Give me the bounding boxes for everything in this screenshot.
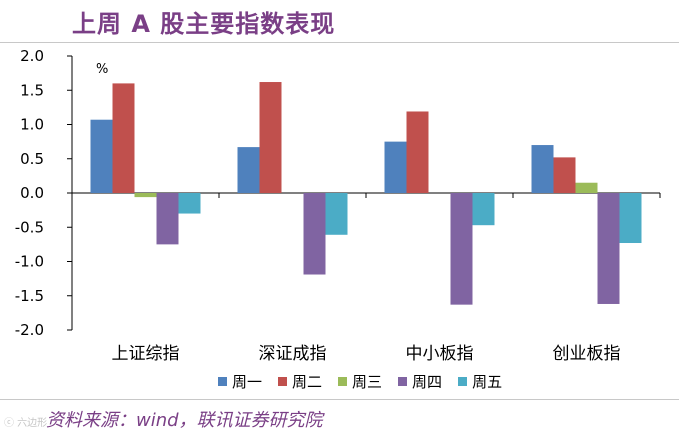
bar-chart: 2.0 1.5 1.0 0.5 0.0 -0.5 -1.0 -1.5 -2.0% 上证综指 深证成指…	[15, 47, 661, 364]
legend-swatch	[218, 377, 227, 386]
y-tick-label: 0.5	[20, 150, 44, 168]
legend-swatch	[278, 377, 288, 386]
bar-周二-创业板指	[553, 157, 576, 193]
y-tick-label: 1.5	[20, 81, 44, 99]
legend-item: 周五	[458, 371, 502, 392]
legend-swatch	[458, 377, 468, 386]
legend-label: 周五	[472, 373, 503, 391]
chart-title: 上周 A 股主要指数表现	[72, 10, 336, 38]
bottom-divider	[0, 399, 679, 400]
chart-bars	[90, 82, 642, 305]
bar-周三-上证综指	[134, 193, 157, 198]
bar-周四-上证综指	[156, 193, 179, 245]
x-category-label: 创业板指	[553, 344, 621, 364]
x-category-label: 中小板指	[406, 344, 474, 364]
bar-周二-中小板指	[406, 111, 429, 193]
legend-label: 周一	[232, 373, 263, 391]
bar-周一-深证成指	[237, 147, 260, 193]
y-tick-label: 0.0	[20, 184, 44, 202]
y-tick-label: -1.5	[15, 287, 44, 305]
bar-周三-创业板指	[575, 182, 598, 193]
legend-swatch	[398, 377, 408, 386]
chart-labels: 2.0 1.5 1.0 0.5 0.0 -0.5 -1.0 -1.5 -2.0% 上证综指 深证成指…	[15, 47, 621, 364]
y-tick-label: -2.0	[15, 321, 44, 339]
bar-周四-创业板指	[597, 193, 620, 304]
y-tick-label: 2.0	[20, 47, 44, 65]
legend-item: 周一	[218, 371, 262, 392]
bar-周二-上证综指	[112, 83, 135, 193]
watermark-logo: ⓒ 六边形	[4, 418, 48, 429]
chart-legend: 周一 周二 周三 周四 周五	[218, 371, 518, 392]
y-unit-label: %	[96, 62, 108, 77]
bar-周五-深证成指	[325, 193, 348, 235]
legend-label: 周四	[412, 373, 443, 391]
bar-周四-中小板指	[450, 193, 473, 305]
y-tick-label: -1.0	[15, 253, 44, 271]
legend-item: 周四	[398, 371, 442, 392]
bar-周五-上证综指	[178, 193, 201, 214]
legend-swatch	[338, 377, 348, 386]
legend-label: 周三	[352, 373, 383, 391]
legend-item: 周二	[278, 371, 322, 392]
x-category-label: 深证成指	[259, 344, 327, 364]
x-category-label: 上证综指	[112, 344, 180, 364]
y-tick-label: -0.5	[15, 218, 44, 236]
bar-周一-创业板指	[531, 145, 554, 193]
bar-周二-深证成指	[259, 82, 282, 193]
bar-周一-上证综指	[90, 119, 113, 193]
legend-item: 周三	[338, 371, 382, 392]
bar-周四-深证成指	[303, 193, 326, 275]
y-tick-label: 1.0	[20, 116, 44, 134]
data-source-note: 资料来源：wind，联讯证券研究院	[46, 410, 323, 431]
top-divider	[0, 42, 679, 43]
bar-周五-中小板指	[472, 193, 495, 226]
bar-周五-创业板指	[619, 193, 642, 244]
legend-label: 周二	[292, 373, 323, 391]
bar-周一-中小板指	[384, 141, 407, 193]
